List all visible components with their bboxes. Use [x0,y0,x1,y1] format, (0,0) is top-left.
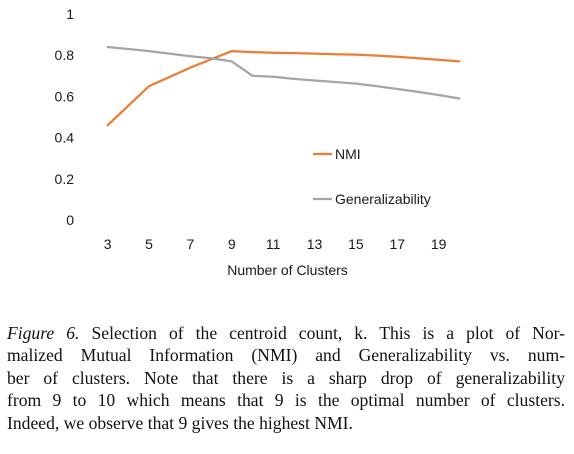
caption-line: from 9 to 10 which means that 9 is the o… [7,390,565,411]
legend-label: Generalizability [335,191,431,207]
caption-line: malized Mutual Information (NMI) and Gen… [7,345,565,366]
y-tick-label: 0.2 [55,171,75,187]
x-tick-label: 15 [348,236,364,252]
caption-line: ber of clusters. Note that there is a sh… [7,367,565,388]
legend-label: NMI [335,146,361,162]
caption-line-text: Selection of the centroid count, k. This… [79,323,566,343]
caption-line: Indeed, we observe that 9 gives the high… [7,412,353,433]
y-tick-label: 0.6 [55,88,75,104]
x-tick-label: 3 [104,236,112,252]
x-tick-label: 5 [145,236,153,252]
y-tick-label: 0 [66,212,74,228]
caption-line: Figure 6. Selection of the centroid coun… [7,322,565,344]
x-tick-label: 9 [228,236,236,252]
y-tick-label: 0.4 [55,130,75,146]
x-tick-label: 11 [266,236,281,252]
series-line-generalizability [106,45,461,100]
x-axis-label: Number of Clusters [227,262,348,278]
figure-caption: Figure 6. Selection of the centroid coun… [7,322,565,434]
caption-figure-label: Figure 6. [7,323,80,343]
x-tick-label: 13 [307,236,323,252]
y-tick-label: 1 [66,6,74,22]
series-line-nmi [106,49,461,127]
x-tick-label: 7 [187,236,195,252]
x-tick-label: 19 [431,236,447,252]
y-tick-label: 0.8 [55,47,75,63]
x-tick-label: 17 [389,236,405,252]
